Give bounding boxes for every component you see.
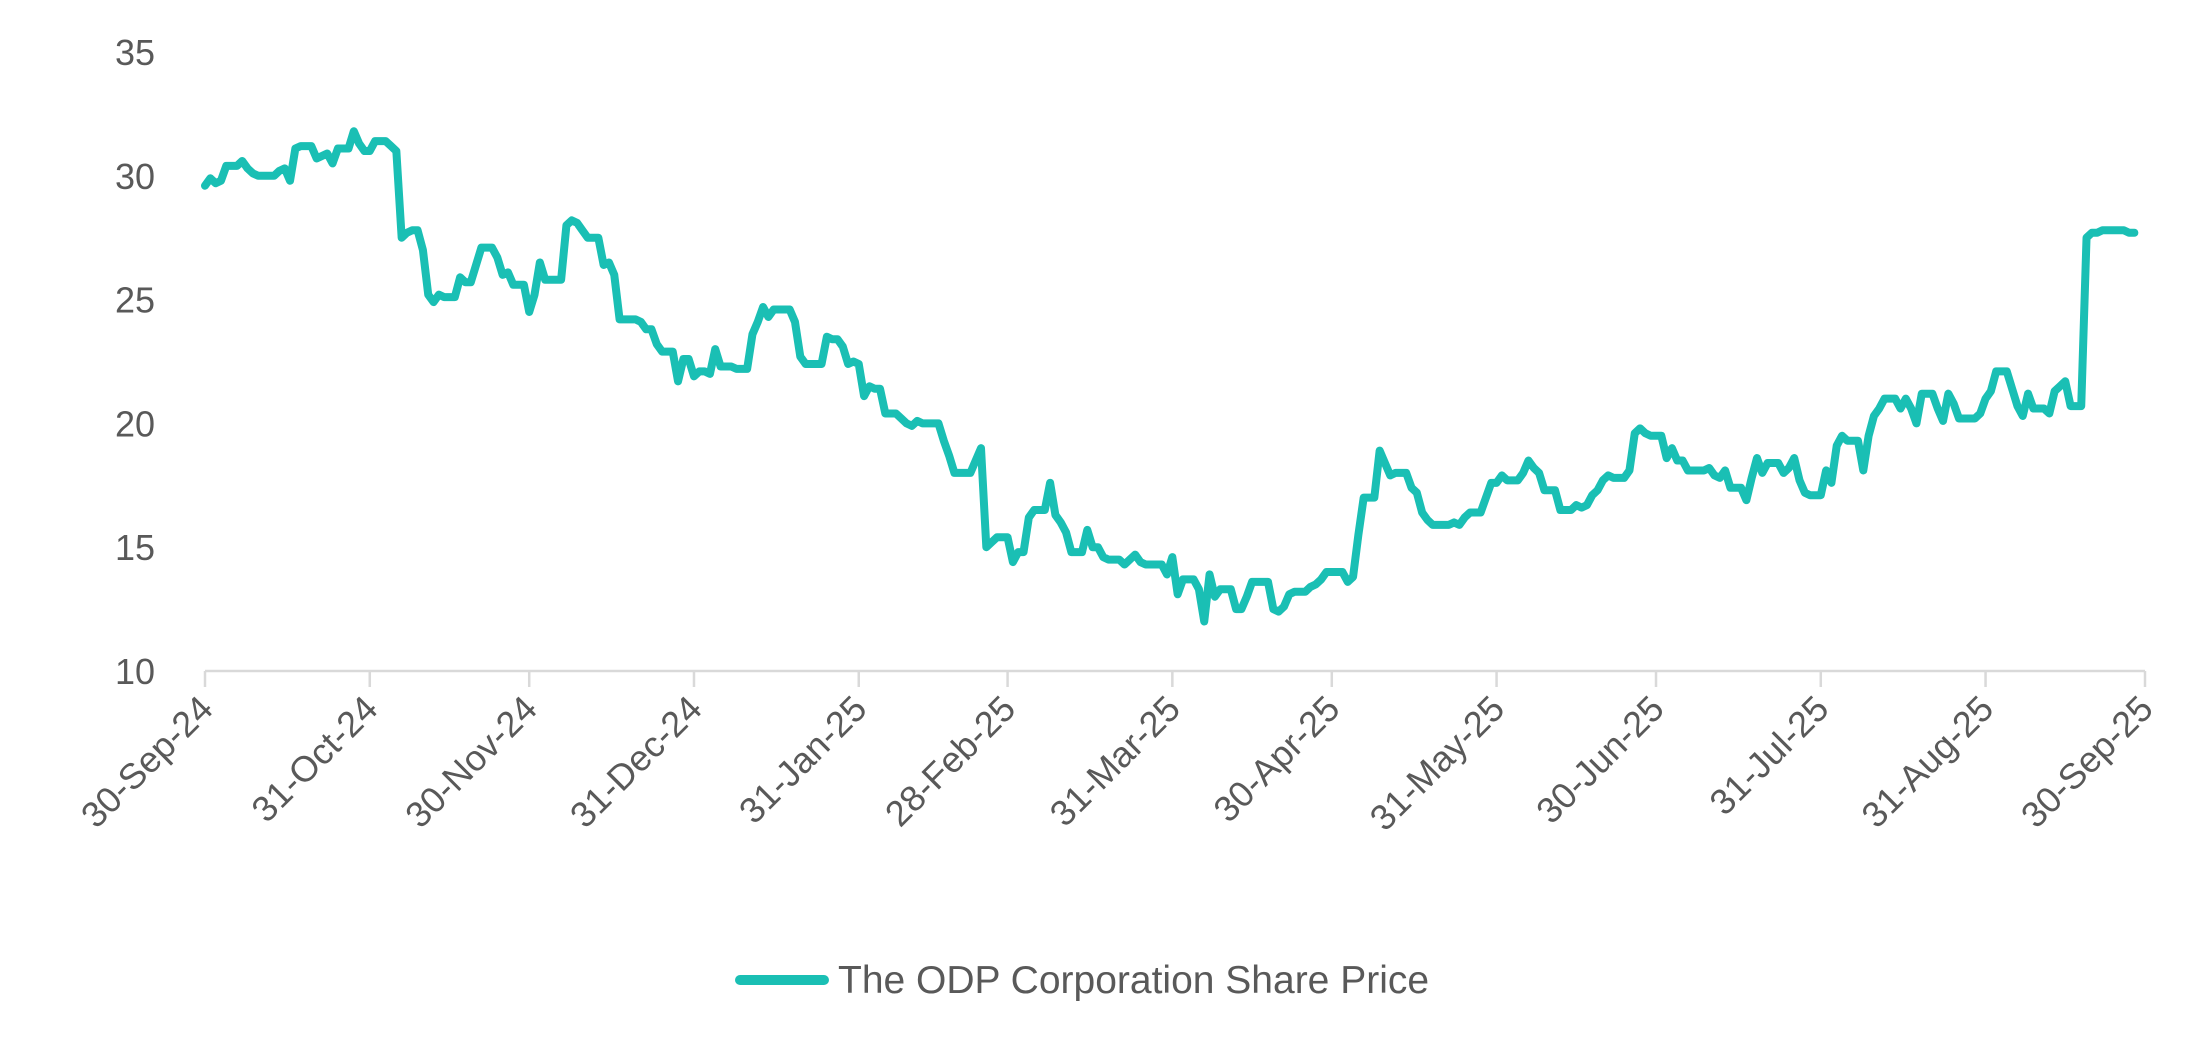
y-tick-label: 25	[115, 280, 155, 321]
x-tick-label: 31-Oct-24	[243, 688, 385, 830]
y-tick-label: 15	[115, 527, 155, 568]
x-tick-label: 31-Aug-25	[1853, 688, 2001, 836]
series-line-odp-share-price	[201, 127, 2139, 626]
x-tick-label: 31-Jan-25	[731, 688, 875, 832]
y-tick-label: 35	[115, 32, 155, 73]
x-axis-ticks	[203, 671, 2147, 687]
legend-label: The ODP Corporation Share Price	[838, 959, 1429, 1002]
x-tick-label: 31-May-25	[1362, 688, 1513, 839]
x-tick-label: 30-Nov-24	[397, 688, 545, 836]
x-tick-label: 30-Sep-25	[2013, 688, 2161, 836]
y-tick-labels: 10 15 20 25 30 35	[115, 32, 155, 692]
y-tick-label: 30	[115, 156, 155, 197]
x-tick-label: 31-Mar-25	[1042, 688, 1188, 834]
x-tick-label: 30-Jun-25	[1528, 688, 1672, 832]
x-tick-label: 30-Apr-25	[1205, 688, 1347, 830]
x-tick-label: 31-Jul-25	[1701, 688, 1836, 823]
x-tick-label: 30-Sep-24	[73, 688, 221, 836]
x-tick-labels: 30-Sep-24 31-Oct-24 30-Nov-24 31-Dec-24 31-J…	[73, 688, 2161, 839]
x-tick-label: 28-Feb-25	[877, 688, 1023, 834]
y-tick-label: 10	[115, 651, 155, 692]
y-tick-label: 20	[115, 403, 155, 444]
legend: The ODP Corporation Share Price	[735, 959, 1429, 1002]
x-tick-label: 31-Dec-24	[562, 688, 710, 836]
